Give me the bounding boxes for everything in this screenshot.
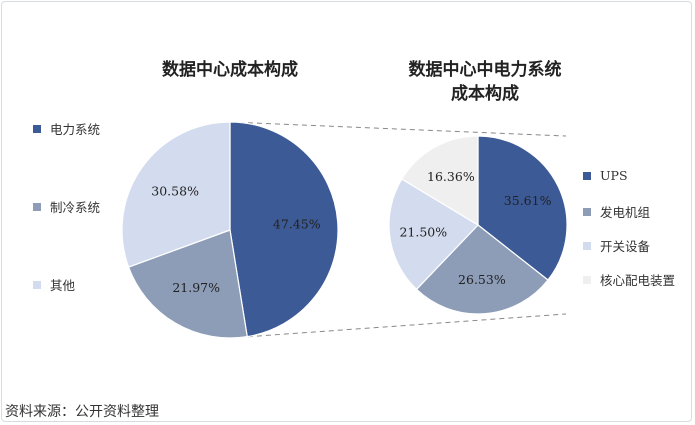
legend-swatch — [583, 171, 591, 180]
legend-swatch — [33, 202, 41, 211]
pie-slice-cooling-system — [127, 229, 248, 339]
slice-label-core-distribution: 16.36% — [427, 169, 475, 184]
legend-swatch — [583, 241, 591, 250]
pie-slice-switchgear — [388, 178, 479, 291]
source-note: 资料来源：公开资料整理 — [5, 404, 159, 420]
right-chart-title-line-2: 成本构成 — [451, 84, 519, 104]
legend-label: 电力系统 — [50, 122, 101, 137]
legend-swatch — [33, 280, 41, 289]
pie-slice-power-system — [229, 121, 339, 338]
legend-swatch — [583, 275, 591, 284]
left-pie: 47.45% 21.97% 30.58% — [121, 121, 339, 339]
pie-slice-core-distribution — [400, 135, 479, 227]
legend-item-power-system: 电力系统 — [33, 119, 100, 138]
legend-label: 其他 — [50, 278, 76, 293]
legend-label: 核心配电装置 — [600, 273, 676, 288]
legend-item-switchgear: 开关设备 — [583, 236, 650, 255]
left-chart-title: 数据中心成本构成 — [162, 60, 298, 80]
pie-slice-ups — [477, 135, 568, 281]
connector-line-top — [229, 121, 567, 137]
right-pie: 35.61% 26.53% 21.50% 16.36% — [388, 135, 568, 315]
connector-lines — [229, 121, 567, 339]
right-chart-title: 数据中心中电力系统 成本构成 — [365, 58, 605, 106]
legend-label: 发电机组 — [600, 205, 651, 220]
legend-item-cooling-system: 制冷系统 — [33, 197, 100, 216]
legend-item-generator: 发电机组 — [583, 202, 650, 221]
slice-label-other: 30.58% — [151, 184, 199, 199]
legend-label: 制冷系统 — [50, 200, 101, 215]
legend-swatch — [33, 124, 41, 133]
connector-line-bottom — [229, 313, 567, 339]
slice-label-generator: 26.53% — [458, 272, 506, 287]
legend-item-core-distribution: 核心配电装置 — [583, 270, 675, 289]
legend-item-other: 其他 — [33, 275, 75, 294]
slice-label-cooling-system: 21.97% — [172, 280, 220, 295]
pie-slice-generator — [415, 224, 549, 315]
legend-label: UPS — [600, 168, 628, 183]
slice-label-power-system: 47.45% — [273, 217, 321, 232]
right-chart-title-line-1: 数据中心中电力系统 — [408, 60, 562, 80]
slice-label-switchgear: 21.50% — [399, 224, 447, 239]
legend-label: 开关设备 — [600, 239, 651, 254]
legend-swatch — [583, 207, 591, 216]
slice-label-ups: 35.61% — [504, 193, 552, 208]
pie-slice-other — [121, 121, 231, 268]
legend-item-ups: UPS — [583, 168, 628, 183]
